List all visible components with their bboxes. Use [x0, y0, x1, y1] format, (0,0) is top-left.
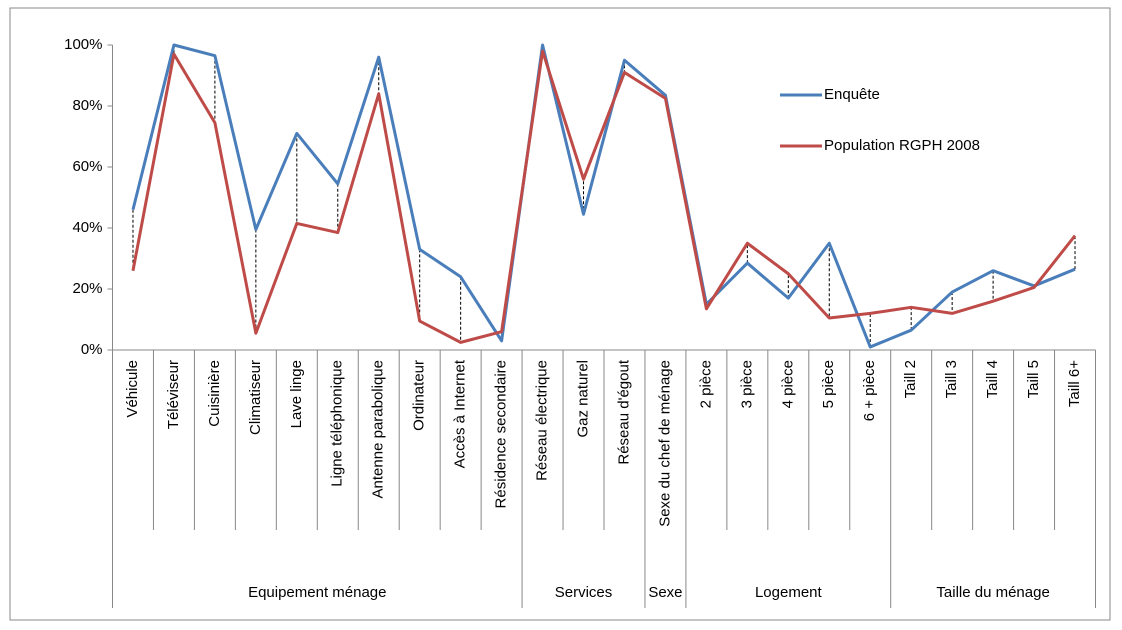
x-tick-label: Réseau d'égout	[615, 359, 632, 464]
x-tick-label: Véhicule	[124, 360, 141, 418]
legend-label: Population RGPH 2008	[824, 137, 980, 154]
x-tick-label: 5 pièce	[820, 360, 837, 408]
x-tick-label: Climatiseur	[247, 360, 264, 435]
x-tick-label: Cuisinière	[206, 360, 223, 427]
y-tick-label: 0%	[81, 341, 103, 358]
x-tick-label: Taill 3	[943, 360, 960, 398]
x-tick-label: 6 + pièce	[861, 360, 878, 421]
x-tick-label: 3 pièce	[738, 360, 755, 408]
x-tick-label: Taill 5	[1025, 360, 1042, 398]
series-line	[131, 49, 1077, 344]
x-tick-label: Gaz naturel	[574, 360, 591, 438]
series-line	[131, 43, 1076, 349]
x-tick-label: Téléviseur	[165, 360, 182, 429]
y-tick-label: 100%	[64, 36, 102, 53]
group-label: Logement	[755, 584, 823, 601]
x-tick-label: Ligne téléphonique	[329, 360, 346, 487]
y-tick-label: 40%	[72, 219, 102, 236]
y-tick-label: 60%	[72, 158, 102, 175]
x-tick-label: Taill 4	[984, 360, 1001, 398]
x-tick-label: Résidence secondaire	[493, 360, 510, 508]
chart-border	[9, 7, 1111, 621]
x-tick-label: Accès à Internet	[452, 359, 469, 468]
legend-label: Enquête	[824, 86, 880, 103]
y-tick-label: 20%	[72, 280, 102, 297]
group-label: Taille du ménage	[936, 584, 1049, 601]
y-tick-label: 80%	[72, 97, 102, 114]
x-tick-label: Ordinateur	[411, 360, 428, 431]
x-tick-label: Taill 2	[902, 360, 919, 398]
x-tick-label: Réseau électrique	[534, 360, 551, 481]
group-label: Equipement ménage	[248, 584, 386, 601]
x-tick-label: 4 pièce	[779, 360, 796, 408]
x-tick-label: 2 pièce	[697, 360, 714, 408]
x-tick-label: Lave linge	[288, 360, 305, 428]
group-label: Sexe	[648, 584, 682, 601]
x-tick-label: Sexe du chef de ménage	[656, 360, 673, 527]
x-tick-label: Antenne parabolique	[370, 360, 387, 498]
group-label: Services	[555, 584, 613, 601]
x-tick-label: Taill 6+	[1066, 360, 1083, 407]
